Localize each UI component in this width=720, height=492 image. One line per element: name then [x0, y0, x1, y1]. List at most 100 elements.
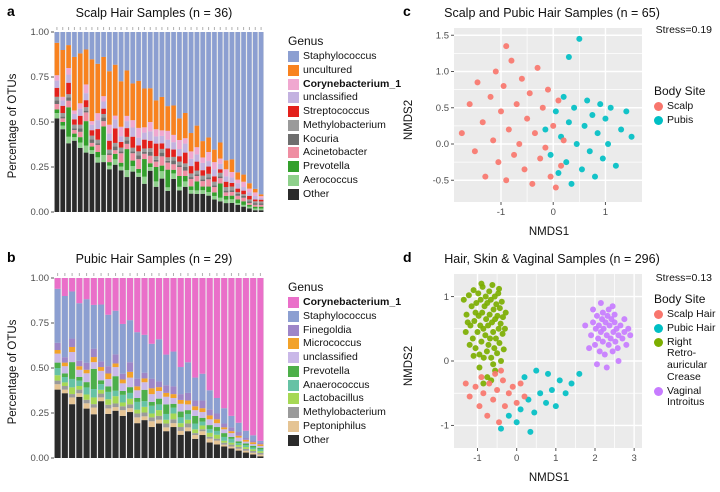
svg-text:-0.5: -0.5	[433, 175, 449, 186]
legend-item-corynebacterium-1: Corynebacterium_1	[288, 78, 401, 91]
svg-text:1.0: 1.0	[436, 67, 449, 78]
legend-label-micrococcus: Micrococcus	[303, 337, 362, 350]
legend-label-unclassified: unclassified	[303, 91, 358, 104]
legend-swatch-corynebacterium-1	[288, 78, 299, 90]
legend-swatch-streptococcus	[288, 106, 299, 117]
panel-letter-b: b	[7, 249, 16, 265]
legend-item-staphylococcus: Staphylococcus	[288, 309, 394, 323]
svg-text:1: 1	[603, 207, 608, 218]
legend-label-finegoldia: Finegoldia	[303, 323, 352, 336]
legend-swatch-other	[288, 434, 299, 446]
svg-text:0.00: 0.00	[31, 207, 50, 218]
legend-item-kocuria: Kocuria	[288, 132, 394, 146]
legend-label-other: Other	[303, 433, 330, 446]
panel-d-stress-annotation: Stress=0.13	[655, 272, 712, 284]
legend-label-streptococcus: Streptococcus	[303, 105, 370, 117]
legend-swatch-anaerococcus	[288, 379, 299, 391]
svg-text:1.00: 1.00	[31, 273, 50, 284]
svg-text:-1: -1	[497, 207, 505, 218]
panel-b-plot: 0.00 0.25 0.50 0.75 1.00	[31, 273, 264, 464]
legend-label-pubic-hair: Pubic Hair	[667, 321, 716, 334]
legend-label-peptoniphilus: Peptoniphilus	[303, 419, 367, 432]
legend-label-prevotella: Prevotella	[303, 364, 350, 377]
legend-swatch-acinetobacter	[288, 147, 299, 159]
panel-b-title: Pubic Hair Samples (n = 29)	[75, 252, 233, 266]
legend-item-unclassified: unclassified	[288, 351, 394, 364]
legend-swatch-pubis	[654, 115, 663, 125]
legend-swatch-methylobacterium	[288, 407, 299, 418]
legend-swatch-uncultured	[288, 64, 299, 76]
svg-text:0.5: 0.5	[436, 103, 449, 114]
legend-swatch-unclassified	[288, 352, 299, 363]
legend-item-other: Other	[288, 187, 394, 201]
svg-text:0.50: 0.50	[31, 117, 50, 128]
svg-text:0: 0	[514, 453, 519, 464]
legend-swatch-staphylococcus	[288, 310, 299, 322]
legend-swatch-staphylococcus	[288, 51, 299, 62]
svg-text:0: 0	[551, 207, 556, 218]
panel-c-ylabel: NMDS2	[403, 99, 415, 141]
legend-item-prevotella: Prevotella	[288, 364, 394, 378]
legend-swatch-aerococcus	[288, 174, 299, 186]
legend-title-genus: Genus	[288, 280, 324, 294]
legend-label-aerococcus: Aerococcus	[303, 173, 358, 186]
panel-a: a Scalp Hair Samples (n = 36) Percentage…	[0, 0, 401, 246]
panel-c-stress-annotation: Stress=0.19	[655, 24, 712, 36]
panel-d-xlabel: NMDS1	[528, 472, 570, 484]
legend-label-other: Other	[303, 187, 330, 200]
panel-a-ylabel: Percentage of OTUs	[7, 73, 19, 179]
legend-title-body-site: Body Site	[654, 84, 706, 98]
panel-c: c Scalp and Pubic Hair Samples (n = 65) …	[396, 0, 720, 246]
legend-swatch-vaginal-introitus	[654, 386, 663, 396]
legend-item-anaerococcus: Anaerococcus	[288, 378, 394, 392]
panel-letter-d: d	[403, 249, 412, 265]
panel-d: d Hair, Skin & Vaginal Samples (n = 296)…	[396, 246, 720, 492]
panel-b-legend: Genus Corynebacterium_1 Staphylococcus Fine…	[288, 280, 401, 448]
legend-label-corynebacterium-1: Corynebacterium_1	[303, 77, 402, 90]
svg-text:0.25: 0.25	[31, 408, 50, 419]
legend-label-kocuria: Kocuria	[303, 132, 339, 145]
legend-swatch-scalp-hair	[654, 310, 663, 319]
legend-swatch-unclassified	[288, 92, 299, 104]
legend-item-acinetobacter: Acinetobacter	[288, 146, 394, 159]
panel-letter-c: c	[403, 3, 411, 19]
legend-label-pubis: Pubis	[667, 113, 694, 126]
legend-item-vaginal-introitus: Vaginal Introitus	[654, 385, 718, 410]
panel-d-title: Hair, Skin & Vaginal Samples (n = 296)	[444, 252, 660, 266]
legend-item-scalp: Scalp	[654, 100, 718, 113]
legend-label-acinetobacter: Acinetobacter	[303, 146, 368, 159]
svg-text:1: 1	[553, 453, 558, 464]
legend-label-right-retro-auricular-crease: Right Retro-auricular Crease	[667, 335, 708, 383]
svg-text:-1: -1	[441, 421, 449, 432]
panel-c-xlabel: NMDS1	[528, 226, 570, 238]
svg-text:3: 3	[632, 453, 637, 464]
svg-text:2: 2	[592, 453, 597, 464]
legend-item-lactobacillus: Lactobacillus	[288, 392, 394, 405]
svg-text:0.75: 0.75	[31, 72, 50, 83]
legend-swatch-micrococcus	[288, 338, 299, 350]
legend-label-staphylococcus: Staphylococcus	[303, 309, 377, 322]
legend-item-right-retro-auricular-crease: Right Retro-auricular Crease	[654, 335, 718, 384]
legend-swatch-prevotella	[288, 365, 299, 377]
svg-text:1: 1	[444, 292, 449, 303]
legend-item-prevotella: Prevotella	[288, 160, 394, 173]
legend-swatch-corynebacterium-1	[288, 297, 299, 308]
panel-d-legend: Body Site Scalp Hair Pubic Hair Right Retro…	[654, 292, 718, 411]
legend-item-staphylococcus: Staphylococcus	[288, 50, 394, 63]
legend-label-prevotella: Prevotella	[303, 160, 350, 172]
legend-item-scalp-hair: Scalp Hair	[654, 308, 718, 321]
legend-swatch-right-retro-auricular-crease	[654, 337, 663, 347]
legend-title-body-site: Body Site	[654, 292, 706, 306]
panel-d-plot: -1 0 1 2 3 -1 0 1	[441, 274, 642, 464]
svg-text:0.75: 0.75	[31, 318, 50, 329]
legend-swatch-pubic-hair	[654, 323, 663, 333]
legend-label-staphylococcus: Staphylococcus	[303, 50, 377, 62]
legend-label-lactobacillus: Lactobacillus	[303, 392, 364, 405]
legend-label-anaerococcus: Anaerococcus	[303, 378, 370, 391]
legend-item-uncultured: uncultured	[288, 63, 394, 77]
legend-label-uncultured: uncultured	[303, 63, 353, 76]
legend-label-methylobacterium: Methylobacterium	[303, 406, 386, 418]
panel-a-plot: 0.00 0.25 0.50 0.75 1.00	[31, 27, 264, 218]
legend-swatch-scalp	[654, 102, 663, 111]
